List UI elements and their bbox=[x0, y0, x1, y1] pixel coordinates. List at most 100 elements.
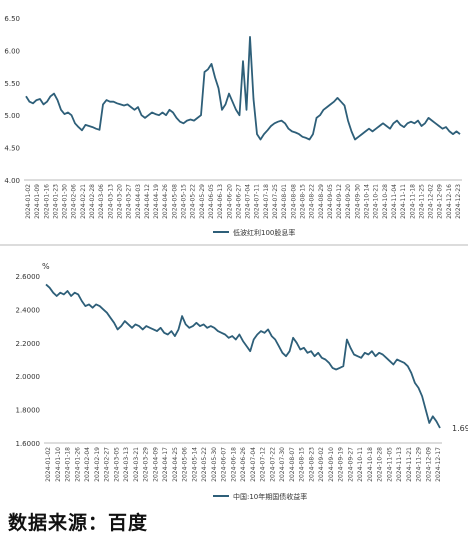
x-tick-label: 2024-06-18 bbox=[230, 447, 237, 482]
x-tick-label: 2024-08-29 bbox=[318, 184, 325, 219]
x-tick-label: 2024-02-28 bbox=[89, 184, 96, 219]
y-tick-label: 1.8000 bbox=[16, 407, 41, 415]
x-tick-label: 2024-09-19 bbox=[338, 447, 345, 482]
x-tick-label: 2024-09-10 bbox=[328, 447, 335, 482]
x-tick-label: 2024-01-16 bbox=[43, 184, 50, 219]
x-tick-label: 2024-12-16 bbox=[446, 184, 453, 219]
x-tick-label: 2024-11-11 bbox=[400, 184, 407, 219]
x-tick-label: 2024-06-20 bbox=[226, 184, 233, 219]
x-tick-label: 2024-09-27 bbox=[347, 447, 354, 482]
x-tick-label: 2024-02-21 bbox=[80, 184, 87, 219]
y-tick-label: 2.2000 bbox=[16, 340, 41, 348]
x-tick-label: 2024-03-21 bbox=[133, 447, 140, 482]
x-tick-label: 2024-04-26 bbox=[162, 184, 169, 219]
source-label: 数据来源：百度 bbox=[8, 512, 149, 534]
x-tick-label: 2024-03-13 bbox=[107, 184, 114, 219]
x-tick-label: 2024-12-23 bbox=[455, 184, 462, 219]
x-tick-label: 2024-07-04 bbox=[245, 184, 252, 219]
x-tick-label: 2024-10-11 bbox=[357, 447, 364, 482]
x-tick-label: 2024-04-03 bbox=[135, 184, 142, 219]
x-tick-label: 2024-11-29 bbox=[416, 447, 423, 482]
x-tick-label: 2024-06-07 bbox=[221, 447, 228, 482]
y-tick-label: 2.4000 bbox=[16, 306, 41, 314]
x-tick-label: 2024-05-06 bbox=[182, 447, 189, 482]
x-tick-label: 2024-02-19 bbox=[94, 447, 101, 482]
y-unit-label: % bbox=[42, 262, 50, 271]
x-tick-label: 2024-05-08 bbox=[171, 184, 178, 219]
bond-yield-chart-svg: 1.6000 1.8000 2.0000 2.2000 2.4000 2.6000% 202… bbox=[16, 262, 468, 501]
x-tick-label: 2024-08-23 bbox=[308, 447, 315, 482]
x-tick-label: 2024-03-27 bbox=[126, 184, 133, 219]
x-tick-label: 2024-06-05 bbox=[208, 184, 215, 219]
x-tick-label: 2024-02-27 bbox=[104, 447, 111, 482]
x-tick-label: 2024-01-10 bbox=[55, 447, 62, 482]
y-tick-label: 5.00 bbox=[4, 112, 20, 120]
y-tick-label: 6.50 bbox=[4, 15, 20, 23]
x-tick-label: 2024-04-19 bbox=[153, 184, 160, 219]
dividend-yield-chart: 4.00 4.50 5.00 5.50 6.00 6.50 2024-01-02 2024-0… bbox=[0, 0, 468, 246]
x-tick-label: 2024-12-09 bbox=[437, 184, 444, 219]
x-tick-label: 2024-04-17 bbox=[162, 447, 169, 482]
y-tick-label: 4.00 bbox=[4, 177, 20, 185]
x-tick-label: 2024-01-09 bbox=[34, 184, 41, 219]
x-tick-label: 2024-07-18 bbox=[263, 184, 270, 219]
x-tick-label: 2024-09-02 bbox=[318, 447, 325, 482]
x-tick-label: 2024-10-21 bbox=[373, 184, 380, 219]
x-tick-label: 2024-04-09 bbox=[152, 447, 159, 482]
x-tick-label: 2024-06-13 bbox=[217, 184, 224, 219]
y-tick-label: 2.6000 bbox=[16, 273, 41, 281]
x-tick-label: 2024-05-29 bbox=[199, 184, 206, 219]
x-tick-label: 2024-06-27 bbox=[235, 184, 242, 219]
x-tick-label: 2024-07-12 bbox=[260, 447, 267, 482]
y-tick-label: 1.6000 bbox=[16, 440, 41, 448]
x-tick-label: 2024-01-02 bbox=[45, 447, 52, 482]
x-tick-label: 2024-05-15 bbox=[181, 184, 188, 219]
x-tick-label: 2024-04-12 bbox=[144, 184, 151, 219]
end-value-label: 1.69 bbox=[452, 424, 468, 433]
series-line bbox=[45, 283, 441, 429]
x-tick-label: 2024-07-25 bbox=[272, 184, 279, 219]
x-tick-label: 2024-08-22 bbox=[309, 184, 316, 219]
y-tick-label: 2.0000 bbox=[16, 373, 41, 381]
x-tick-label: 2024-10-14 bbox=[364, 184, 371, 219]
series-line bbox=[25, 36, 461, 141]
x-tick-label: 2024-11-21 bbox=[406, 447, 413, 482]
chart-divider bbox=[0, 244, 468, 246]
legend-label: 中国:10年期国债收益率 bbox=[233, 492, 307, 501]
x-tick-label: 2024-11-25 bbox=[418, 184, 425, 219]
y-tick-label: 4.50 bbox=[4, 145, 20, 153]
x-tick-label: 2024-03-29 bbox=[143, 447, 150, 482]
x-tick-label: 2024-05-22 bbox=[190, 184, 197, 219]
x-tick-label: 2024-01-23 bbox=[52, 184, 59, 219]
x-tick-label: 2024-10-28 bbox=[377, 447, 384, 482]
x-tick-label: 2024-10-28 bbox=[382, 184, 389, 219]
x-tick-label: 2024-07-22 bbox=[269, 447, 276, 482]
x-tick-label: 2024-08-15 bbox=[299, 447, 306, 482]
legend-label: 低波红利100股息率 bbox=[233, 228, 295, 237]
x-tick-label: 2024-07-04 bbox=[250, 447, 257, 482]
x-tick-label: 2024-08-01 bbox=[281, 184, 288, 219]
x-tick-label: 2024-11-05 bbox=[386, 447, 393, 482]
y-tick-label: 6.00 bbox=[4, 47, 20, 55]
x-tick-label: 2024-11-04 bbox=[391, 184, 398, 219]
x-tick-label: 2024-09-30 bbox=[354, 184, 361, 219]
x-tick-label: 2024-01-26 bbox=[74, 447, 81, 482]
x-tick-label: 2024-01-18 bbox=[65, 447, 72, 482]
x-tick-label: 2024-03-05 bbox=[113, 447, 120, 482]
x-tick-label: 2024-08-15 bbox=[299, 184, 306, 219]
x-tick-label: 2024-02-06 bbox=[71, 184, 78, 219]
x-tick-label: 2024-03-13 bbox=[123, 447, 130, 482]
x-tick-label: 2024-07-30 bbox=[279, 447, 286, 482]
x-tick-label: 2024-05-14 bbox=[191, 447, 198, 482]
x-tick-label: 2024-11-13 bbox=[396, 447, 403, 482]
x-tick-label: 2024-10-18 bbox=[367, 447, 374, 482]
x-tick-label: 2024-01-02 bbox=[25, 184, 32, 219]
y-tick-label: 5.50 bbox=[4, 80, 20, 88]
x-tick-label: 2024-04-25 bbox=[172, 447, 179, 482]
x-tick-label: 2024-03-20 bbox=[116, 184, 123, 219]
x-tick-label: 2024-09-12 bbox=[336, 184, 343, 219]
x-tick-label: 2024-08-07 bbox=[289, 447, 296, 482]
x-tick-label: 2024-12-17 bbox=[435, 447, 442, 482]
x-tick-label: 2024-06-26 bbox=[240, 447, 247, 482]
